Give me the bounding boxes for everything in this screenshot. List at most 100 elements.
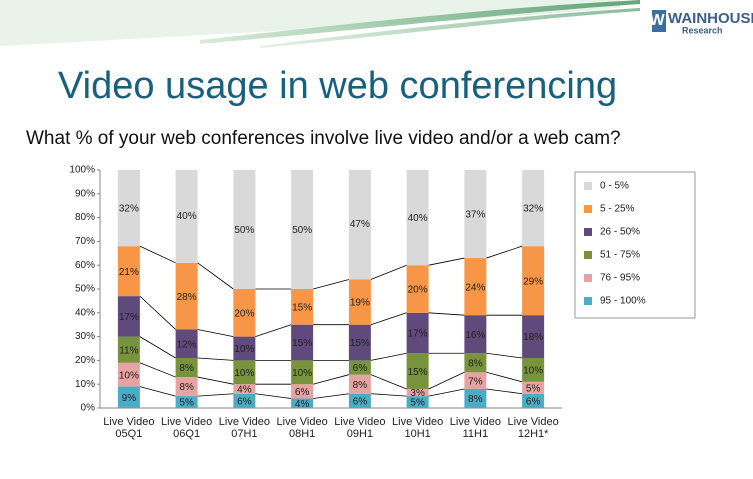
legend-label: 0 - 5% [600,181,629,192]
y-tick-label: 10% [75,379,95,390]
x-tick-label: Live Video 10H1 [392,416,444,440]
bar-segment [522,315,545,359]
bar-segment [464,258,487,316]
connector-line [370,352,407,361]
x-tick-label: Live Video 08H1 [276,416,328,440]
legend-label: 5 - 25% [600,204,635,215]
value-label: 12% [177,339,197,350]
bar-segment [406,170,429,266]
y-tick-label: 50% [75,284,95,295]
value-label: 10% [234,368,254,379]
value-label: 24% [465,282,485,293]
connector-line [486,371,523,383]
connector-line [428,312,465,316]
bar-segment [117,336,140,363]
y-tick-label: 0% [81,403,96,414]
value-label: 8% [353,380,368,391]
value-label: 28% [177,292,197,303]
value-label: 29% [523,276,543,287]
plot-area [117,170,545,408]
connector-line [313,374,349,385]
value-label: 50% [234,225,254,236]
bar-segment [233,360,256,385]
bar-segment [233,384,256,394]
legend-swatch [584,297,592,305]
connector-line [486,245,523,259]
value-label: 3% [410,388,425,399]
x-tick-label: Live Video 09H1 [334,416,386,440]
connector-line [370,393,407,397]
logo-subtext: Research [682,25,723,35]
connector-line [197,376,234,385]
legend-swatch [584,228,592,236]
bar-segment [348,170,371,280]
bar-segment [348,393,371,408]
value-label: 20% [408,285,428,296]
y-tick-label: 30% [75,331,95,342]
bar-segment [117,296,140,337]
connector-line [428,257,465,266]
connector-line [139,386,176,397]
value-label: 40% [177,211,197,222]
bar-segment [175,329,198,359]
value-label: 11% [119,345,138,356]
value-label: 40% [408,213,428,224]
legend-swatch [584,205,592,213]
value-label: 4% [295,399,310,410]
connector-line [255,393,292,399]
x-tick-label: Live Video 11H1 [449,416,501,440]
connector-line [139,245,176,264]
value-label: 18% [523,332,543,343]
value-label: 6% [353,363,368,374]
y-tick-label: 70% [75,236,95,247]
value-label: 5% [410,398,425,409]
bar-segment [233,393,256,408]
value-label: 6% [526,397,541,408]
value-label: 15% [292,338,312,349]
y-tick-label: 60% [75,260,95,271]
connector-line [486,388,523,395]
value-label: 6% [295,387,310,398]
bar-segment [291,398,314,408]
connector-line [197,357,234,361]
legend-label: 26 - 50% [600,227,640,238]
bar-segment [406,265,429,313]
bar-segment [406,396,429,408]
value-label: 8% [468,394,483,405]
bar-segment [117,386,140,408]
bar-segment [406,353,429,389]
bar-segment [348,324,371,361]
value-label: 8% [468,358,483,369]
value-label: 5% [179,398,194,409]
bar-segment [175,377,198,397]
bar-segment [291,170,314,289]
connector-line [428,371,465,390]
legend-label: 76 - 95% [600,273,640,284]
bar-segment [233,289,256,337]
connector-line [370,264,407,280]
y-tick-label: 20% [75,355,95,366]
bar-segment [117,246,140,297]
bar-segment [348,374,371,394]
value-label: 10% [234,344,254,355]
legend-swatch [584,182,592,190]
bar-segment [406,312,429,354]
value-label: 17% [408,329,428,340]
legend-box [574,171,696,319]
value-label: 50% [292,225,312,236]
value-label: 10% [523,366,543,377]
connector-line [197,393,234,397]
value-label: 15% [408,367,428,378]
legend-swatch [584,251,592,259]
value-label: 32% [119,204,139,215]
bar-segment [522,246,545,316]
value-label: 19% [350,298,370,309]
bar-segment [175,358,198,378]
bar-segment [291,384,314,399]
bar-segment [522,170,545,247]
value-label: 8% [179,382,194,393]
y-tick-label: 100% [69,165,95,176]
x-tick-label: Live Video 06Q1 [161,416,213,440]
connector-line [370,374,407,390]
y-tick-label: 40% [75,307,95,318]
